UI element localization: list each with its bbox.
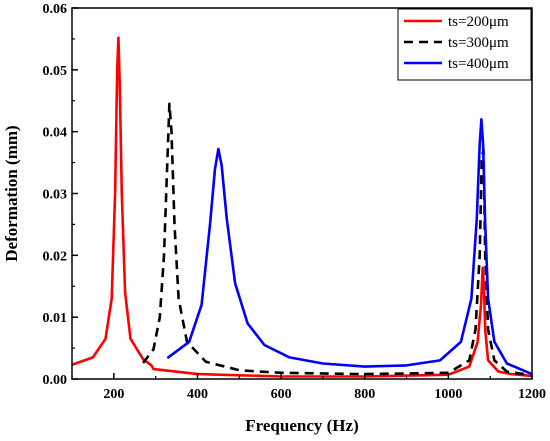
x-tick-label: 400 bbox=[187, 387, 208, 402]
x-tick-label: 1000 bbox=[434, 387, 462, 402]
x-tick-label: 600 bbox=[271, 387, 292, 402]
legend-label-1: ts=300μm bbox=[448, 35, 509, 51]
y-tick-label: 0.04 bbox=[43, 126, 68, 141]
y-tick-label: 0.03 bbox=[43, 188, 68, 203]
y-tick-label: 0.00 bbox=[43, 373, 68, 388]
ticks-layer: 200 400 600 800 1000 1200 0.00 0.01 0.02 0.03 0.04… bbox=[43, 2, 547, 402]
x-tick-label: 1200 bbox=[518, 387, 546, 402]
legend-label-2: ts=400μm bbox=[448, 56, 509, 72]
y-tick-label: 0.01 bbox=[43, 311, 68, 326]
x-tick-label: 200 bbox=[103, 387, 124, 402]
series-line-2 bbox=[166, 118, 532, 376]
y-tick-label: 0.05 bbox=[43, 64, 68, 79]
x-axis-title: Frequency (Hz) bbox=[245, 416, 358, 435]
y-tick-label: 0.06 bbox=[43, 2, 68, 17]
series-line-0 bbox=[72, 36, 532, 378]
y-axis-title: Deformation (mm) bbox=[2, 125, 21, 261]
series-line-1 bbox=[142, 102, 532, 377]
y-tick-label: 0.02 bbox=[43, 249, 68, 264]
legend-label-0: ts=200μm bbox=[448, 14, 509, 30]
plot-layer bbox=[72, 36, 532, 378]
legend: ts=200μm ts=300μm ts=400μm bbox=[397, 8, 532, 81]
x-tick-label: 800 bbox=[354, 387, 375, 402]
